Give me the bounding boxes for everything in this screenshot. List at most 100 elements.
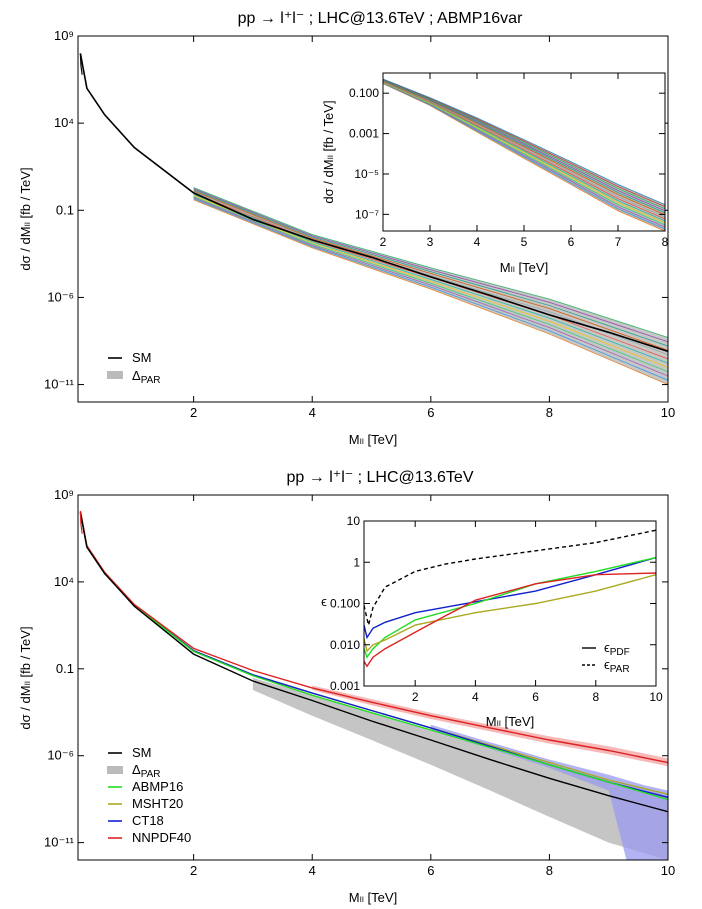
bottom-inset-x-tick-label: 6 <box>532 690 539 704</box>
top-inset-variation-line <box>383 78 665 208</box>
bottom-peak <box>79 512 83 534</box>
bottom-inset-clipped-series <box>364 529 656 668</box>
top-legend-band-sub: PAR <box>141 375 161 386</box>
bottom-series-sm <box>79 512 668 813</box>
bottom-band-1 <box>312 685 668 767</box>
bottom-inset-y-label: ϵ <box>321 594 327 609</box>
top-title: pp → l⁺l⁻ ; LHC@13.6TeV ; ABMP16var <box>238 10 523 27</box>
top-inset-variation-line <box>383 80 665 214</box>
top-y-tick-label: 10⁻¹¹ <box>44 377 75 392</box>
bottom-band-0 <box>252 677 668 860</box>
bottom-title: pp → l⁺l⁻ ; LHC@13.6TeV <box>287 469 474 486</box>
top-inset-variation-line <box>383 78 665 206</box>
top-inset-y-label: dσ / dMₗₗ [fb / TeV] <box>321 100 336 203</box>
top-variation-line <box>193 199 668 386</box>
top-inset-variation-line <box>383 81 665 222</box>
bottom-inset-legend-sub: PDF <box>610 647 630 658</box>
top-y-label: dσ / dMₗₗ [fb / TeV] <box>18 167 33 270</box>
bottom-legend-label: ABMP16 <box>132 779 183 794</box>
top-legend-band-swatch <box>107 371 123 379</box>
bottom-inset-plot-area <box>364 529 656 668</box>
bottom-legend-label: NNPDF40 <box>132 830 191 845</box>
top-variation-line <box>193 198 668 381</box>
top-inset-y-tick-label: 10⁻⁷ <box>355 207 379 221</box>
bottom-x-tick-label: 10 <box>661 863 675 878</box>
bottom-clipped-series <box>79 510 668 860</box>
bottom-inset-y-tick-label: 0.010 <box>330 638 360 652</box>
top-inset-variation-line <box>383 81 665 220</box>
top-inset-x-tick-label: 2 <box>380 235 387 249</box>
top-legend: SM ΔPAR <box>107 350 161 386</box>
bottom-inset-x-tick-label: 4 <box>472 690 479 704</box>
bottom-y-tick-label: 10⁻⁶ <box>47 748 74 763</box>
top-plot-area <box>79 53 668 386</box>
bottom-inset-y-tick-label: 0.001 <box>330 679 360 693</box>
bottom-x-tick-label: 8 <box>546 863 553 878</box>
top-x-tick-label: 8 <box>546 405 553 420</box>
top-inset-y-tick-label: 0.001 <box>349 127 379 141</box>
top-inset: 2 3 4 5 6 7 8 0.100 0.001 10⁻⁵ 10⁻⁷ Mₗₗ [TeV] dσ … <box>321 72 669 275</box>
bottom-inset-x-tick-label: 2 <box>412 690 419 704</box>
bottom-y-ticks: 10⁹ 10⁴ 0.1 10⁻⁶ 10⁻¹¹ <box>44 487 668 850</box>
bottom-x-label: Mₗₗ [TeV] <box>349 890 397 905</box>
top-inset-x-tick-label: 3 <box>427 235 434 249</box>
top-inset-variation-line <box>383 83 665 231</box>
bottom-inset-y-ticks: 10 1 0.100 0.010 0.001 <box>330 514 656 693</box>
bottom-x-ticks: 2 4 6 8 10 <box>190 495 675 878</box>
top-x-ticks: 2 4 6 8 10 <box>190 36 675 420</box>
bottom-y-tick-label: 10⁻¹¹ <box>44 835 75 850</box>
top-inset-x-tick-label: 4 <box>474 235 481 249</box>
top-x-tick-label: 2 <box>190 405 197 420</box>
top-inset-plot-area <box>383 78 665 231</box>
bottom-inset-x-label: Mₗₗ [TeV] <box>486 714 534 729</box>
bottom-inset-series-ct18 <box>364 556 656 640</box>
top-inset-y-ticks: 0.100 0.001 10⁻⁵ 10⁻⁷ <box>349 86 665 221</box>
bottom-legend-sub: PAR <box>141 769 161 780</box>
bottom-y-tick-label: 0.1 <box>56 661 74 676</box>
top-series-sm <box>79 53 668 353</box>
bottom-y-tick-label: 10⁴ <box>54 574 74 589</box>
top-variation-line <box>193 197 668 377</box>
bottom-x-tick-label: 2 <box>190 863 197 878</box>
top-panel: pp → l⁺l⁻ ; LHC@13.6TeV ; ABMP16var 2 4 6 8… <box>18 10 675 447</box>
bottom-legend-label: MSHT20 <box>132 796 183 811</box>
bottom-inset-x-tick-label: 8 <box>592 690 599 704</box>
bottom-inset-series-msht20 <box>364 574 656 653</box>
top-inset-variation-line <box>383 82 665 230</box>
bottom-legend-swatch <box>107 766 123 774</box>
top-inset-x-ticks: 2 3 4 5 6 7 8 <box>380 73 669 249</box>
top-inset-y-tick-label: 0.100 <box>349 86 379 100</box>
top-variation-line <box>193 194 668 368</box>
bottom-x-tick-label: 4 <box>309 863 316 878</box>
bottom-inset-y-tick-label: 1 <box>353 555 360 569</box>
top-y-tick-label: 0.1 <box>56 202 74 217</box>
bottom-inset-series-nnpdf40 <box>364 572 656 668</box>
bottom-inset-x-tick-label: 10 <box>649 690 663 704</box>
top-inset-variation-line <box>383 82 665 226</box>
top-legend-band-label: ΔPAR <box>132 368 161 386</box>
bottom-frame <box>77 494 669 861</box>
bottom-y-tick-label: 10⁹ <box>54 487 74 502</box>
top-x-tick-label: 10 <box>661 405 675 420</box>
bottom-inset-series-ϵpar <box>364 529 656 626</box>
top-y-tick-label: 10⁹ <box>54 28 74 43</box>
bottom-inset-y-tick-label: 10 <box>347 514 361 528</box>
top-variation-line <box>193 190 668 351</box>
bottom-band-2 <box>430 724 668 860</box>
top-inset-x-tick-label: 6 <box>568 235 575 249</box>
top-x-tick-label: 6 <box>427 405 434 420</box>
bottom-legend-label: CT18 <box>132 813 164 828</box>
bottom-y-label: dσ / dMₗₗ [fb / TeV] <box>18 626 33 729</box>
top-legend-sm-label: SM <box>132 350 152 365</box>
top-inset-variation-line <box>383 80 665 216</box>
top-inset-x-tick-label: 7 <box>615 235 622 249</box>
bottom-x-tick-label: 6 <box>427 863 434 878</box>
bottom-legend-label: SM <box>132 745 152 760</box>
top-variation-line <box>193 189 668 347</box>
top-variation-line <box>193 187 668 338</box>
bottom-inset-legend-sub: PAR <box>610 664 630 675</box>
top-inset-variation-line <box>383 82 665 228</box>
top-clipped-series <box>79 53 668 386</box>
bottom-inset-x-ticks: 2 4 6 8 10 <box>412 521 663 704</box>
